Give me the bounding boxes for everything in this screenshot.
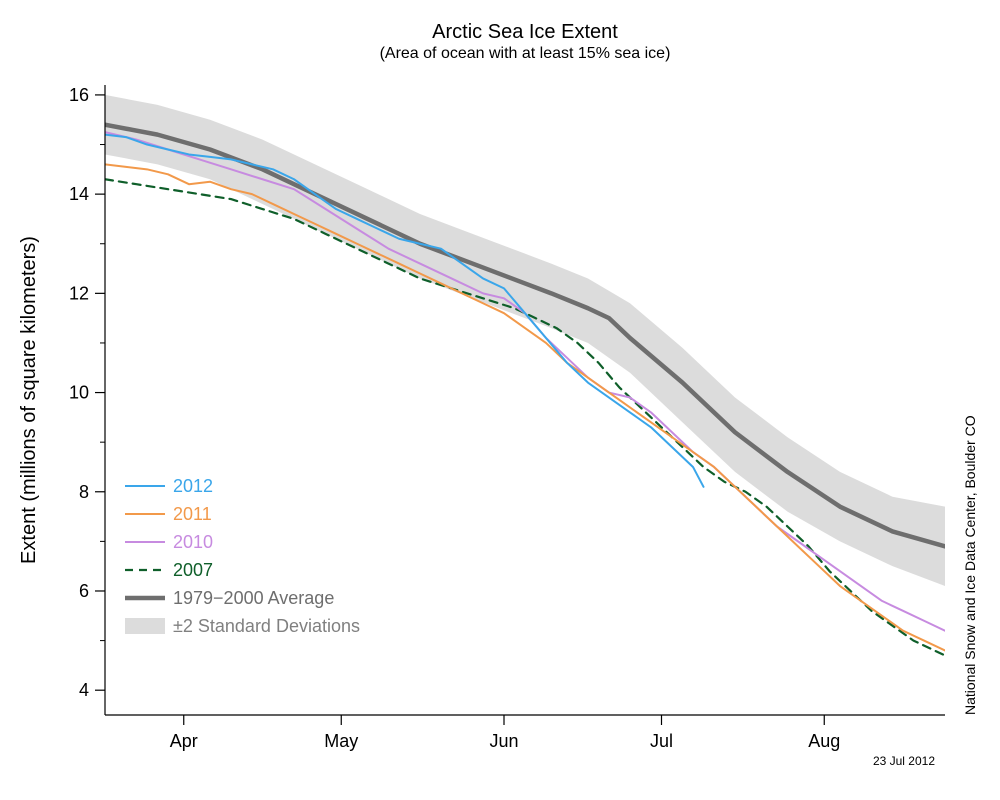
x-tick-label: Aug (808, 731, 840, 751)
chart-title: Arctic Sea Ice Extent (432, 21, 618, 43)
y-tick-label: 12 (69, 283, 89, 303)
chart-container: 4 6 8 10 12 14 16 Apr May Jun Jul Aug Arctic Sea Ice… (0, 0, 1000, 800)
legend-swatch (125, 618, 165, 634)
series-line (105, 164, 945, 650)
x-tick-label: Apr (170, 731, 198, 751)
x-tick-label: Jun (489, 731, 518, 751)
y-tick-label: 14 (69, 184, 89, 204)
legend-label: 2012 (173, 476, 213, 496)
legend-label: 2010 (173, 532, 213, 552)
legend-label: 2011 (173, 504, 212, 524)
series-line (105, 132, 945, 631)
y-tick-label: 16 (69, 85, 89, 105)
legend-label: ±2 Standard Deviations (173, 616, 360, 636)
attribution: National Snow and Ice Data Center, Bould… (962, 415, 978, 715)
legend-label: 2007 (173, 560, 213, 580)
legend-label: 1979−2000 Average (173, 588, 334, 608)
y-tick-label: 6 (79, 581, 89, 601)
y-tick-label: 8 (79, 482, 89, 502)
date-stamp: 23 Jul 2012 (873, 754, 935, 768)
y-axis-label: Extent (millions of square kilometers) (18, 236, 40, 564)
chart-svg: 4 6 8 10 12 14 16 Apr May Jun Jul Aug Arctic Sea Ice… (0, 0, 1000, 800)
x-tick-label: Jul (650, 731, 673, 751)
y-tick-label: 4 (79, 680, 89, 700)
chart-subtitle: (Area of ocean with at least 15% sea ice… (380, 45, 671, 62)
x-tick-label: May (324, 731, 358, 751)
series-line (105, 179, 945, 655)
y-tick-label: 10 (69, 383, 89, 403)
